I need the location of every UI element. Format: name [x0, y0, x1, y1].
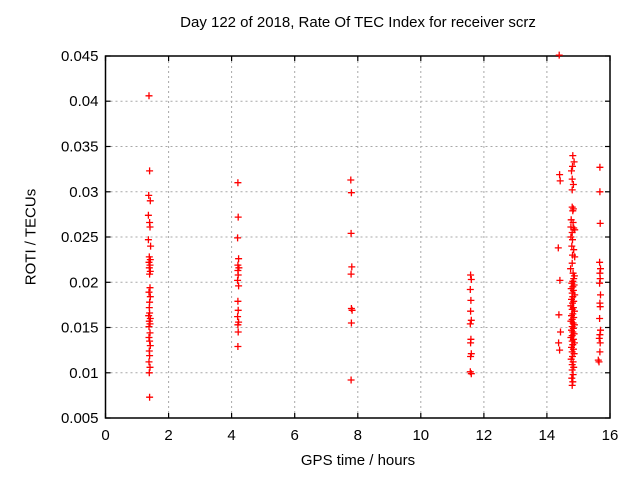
y-tick-label: 0.04: [69, 93, 98, 110]
gridlines: [105, 56, 610, 418]
y-tick-label: 0.035: [61, 139, 99, 156]
data-points: [144, 51, 604, 401]
y-tick-label: 0.005: [61, 410, 99, 427]
y-tick-label: 0.015: [61, 320, 99, 337]
x-tick-label: 16: [602, 427, 619, 444]
x-tick-label: 8: [354, 427, 362, 444]
x-tick-label: 6: [291, 427, 299, 444]
x-tick-label: 10: [412, 427, 429, 444]
y-tick-label: 0.02: [69, 274, 98, 291]
x-axis-label: GPS time / hours: [300, 452, 416, 469]
x-tick-label: 12: [476, 427, 493, 444]
x-tick-label: 14: [539, 427, 556, 444]
x-tick-label: 4: [227, 427, 235, 444]
x-tick-label: 2: [164, 427, 172, 444]
x-tick-label: 0: [101, 427, 109, 444]
axis-ticks: [104, 55, 611, 419]
y-tick-label: 0.01: [69, 365, 98, 382]
tick-labels: 0 2 4 6 8 10 12 14 16 0.005 0.01 0.015 0.02 0.025 0.03…: [61, 48, 618, 444]
y-tick-label: 0.045: [61, 48, 99, 65]
y-tick-label: 0.03: [69, 184, 98, 201]
y-tick-label: 0.025: [61, 229, 99, 246]
chart-title: Day 122 of 2018, Rate Of TEC Index for r…: [180, 14, 536, 31]
